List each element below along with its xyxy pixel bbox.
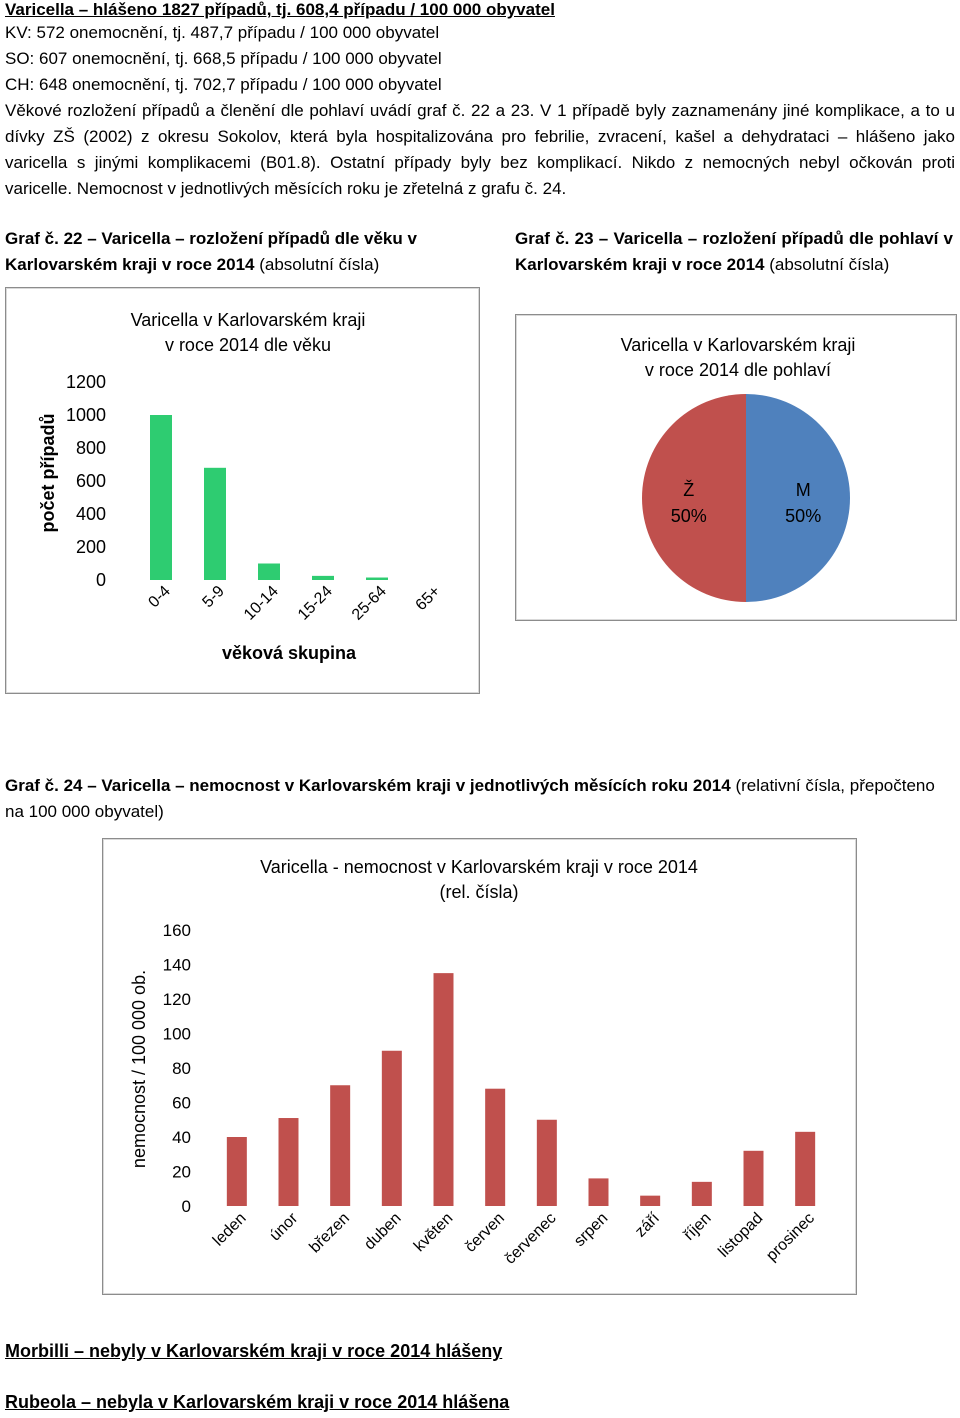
bar-15-24 <box>312 575 334 580</box>
gender-pie-chart: Varicella v Karlovarském kraji v roce 20… <box>621 335 856 602</box>
y-tick-label: 600 <box>76 471 106 491</box>
y-tick-label: 60 <box>172 1094 191 1113</box>
graf24-caption-rest: (relativní čísla, přepočteno na 100 000 … <box>5 776 935 821</box>
graf23-caption: Graf č. 23 – Varicella – rozložení přípa… <box>515 226 953 278</box>
x-category-label: říjen <box>681 1210 715 1244</box>
pie-slice-female <box>642 394 746 602</box>
bar-srpen <box>588 1178 609 1206</box>
pie-chart-title-line1: Varicella v Karlovarském kraji <box>621 335 856 355</box>
monthly-chart-frame: Varicella - nemocnost v Karlovarském kra… <box>102 838 857 1295</box>
bar-březen <box>330 1085 351 1206</box>
age-chart-ylabel: počet případů <box>38 413 58 532</box>
x-category-label: květen <box>411 1210 456 1255</box>
y-tick-label: 120 <box>163 990 191 1009</box>
pie-slice-male <box>746 394 850 602</box>
bar-červen <box>485 1088 506 1206</box>
age-chart-title-line1: Varicella v Karlovarském kraji <box>131 310 366 330</box>
section-heading-varicella: Varicella – hlášeno 1827 případů, tj. 60… <box>5 0 555 19</box>
y-tick-label: 200 <box>76 537 106 557</box>
bar-květen <box>433 973 454 1206</box>
age-chart-xlabel: věková skupina <box>222 643 357 663</box>
y-tick-label: 0 <box>182 1197 191 1216</box>
y-tick-label: 0 <box>96 570 106 590</box>
y-tick-label: 800 <box>76 438 106 458</box>
bar-září <box>640 1195 661 1206</box>
y-tick-label: 400 <box>76 504 106 524</box>
x-category-label: červen <box>462 1210 508 1256</box>
x-category-label: březen <box>306 1210 353 1257</box>
pie-slice-percent: 50% <box>785 506 821 526</box>
age-chart-frame: Varicella v Karlovarském kraji v roce 20… <box>5 287 480 694</box>
y-tick-label: 100 <box>163 1025 191 1044</box>
x-category-label: únor <box>267 1209 302 1244</box>
x-category-label: září <box>632 1209 663 1240</box>
y-tick-label: 80 <box>172 1059 191 1078</box>
description-paragraph: Věkové rozložení případů a členění dle p… <box>5 101 955 198</box>
pie-slice-label: Ž <box>683 480 694 500</box>
x-category-label: srpen <box>571 1210 611 1250</box>
y-tick-label: 20 <box>172 1163 191 1182</box>
district-kv-line: KV: 572 onemocnění, tj. 487,7 případu / … <box>5 23 440 42</box>
x-category-label: duben <box>361 1210 404 1253</box>
x-category-label: 5-9 <box>199 583 227 611</box>
gender-chart-frame: Varicella v Karlovarském kraji v roce 20… <box>515 314 957 621</box>
age-bar-chart: Varicella v Karlovarském kraji v roce 20… <box>38 310 444 663</box>
bar-listopad <box>743 1150 764 1206</box>
x-category-label: 15-24 <box>295 583 336 624</box>
bar-leden <box>226 1137 247 1206</box>
month-chart-title-line1: Varicella - nemocnost v Karlovarském kra… <box>260 857 698 877</box>
y-tick-label: 140 <box>163 956 191 975</box>
bar-5-9 <box>204 467 226 580</box>
pie-slice-percent: 50% <box>671 506 707 526</box>
bar-prosinec <box>795 1131 816 1206</box>
x-category-label: prosinec <box>763 1210 818 1265</box>
graf24-caption: Graf č. 24 – Varicella – nemocnost v Kar… <box>5 773 955 825</box>
bar-25-64 <box>366 577 388 580</box>
rubeola-heading: Rubeola – nebyla v Karlovarském kraji v … <box>5 1392 510 1412</box>
graf24-caption-bold: Graf č. 24 – Varicella – nemocnost v Kar… <box>5 776 731 795</box>
district-ch-line: CH: 648 onemocnění, tj. 702,7 případu / … <box>5 75 442 94</box>
x-category-label: červenec <box>502 1210 560 1268</box>
district-so-line: SO: 607 onemocnění, tj. 668,5 případu / … <box>5 49 442 68</box>
pie-slice-label: M <box>796 480 811 500</box>
x-category-label: 25-64 <box>349 583 390 624</box>
graf22-caption-rest: (absolutní čísla) <box>254 255 380 274</box>
y-tick-label: 1200 <box>66 372 106 392</box>
bar-duben <box>381 1050 402 1206</box>
graf23-caption-bold: Graf č. 23 – Varicella – rozložení přípa… <box>515 229 953 274</box>
graf22-caption-bold: Graf č. 22 – Varicella – rozložení přípa… <box>5 229 417 274</box>
month-chart-ylabel: nemocnost / 100 000 ob. <box>129 970 149 1168</box>
x-category-label: listopad <box>715 1210 766 1261</box>
pie-chart-title-line2: v roce 2014 dle pohlaví <box>645 360 831 380</box>
bar-0-4 <box>150 415 172 580</box>
age-chart-title-line2: v roce 2014 dle věku <box>165 335 331 355</box>
bar-únor <box>278 1118 299 1206</box>
x-category-label: 65+ <box>413 583 444 614</box>
x-category-label: 10-14 <box>241 583 282 624</box>
y-tick-label: 1000 <box>66 405 106 425</box>
x-category-label: 0-4 <box>145 583 173 611</box>
monthly-bar-chart: Varicella - nemocnost v Karlovarském kra… <box>129 857 818 1268</box>
morbilli-heading: Morbilli – nebyly v Karlovarském kraji v… <box>5 1341 503 1361</box>
y-tick-label: 160 <box>163 921 191 940</box>
month-chart-title-line2: (rel. čísla) <box>439 882 518 902</box>
graf22-caption: Graf č. 22 – Varicella – rozložení přípa… <box>5 226 441 278</box>
bar-říjen <box>691 1181 712 1206</box>
bar-červenec <box>536 1119 557 1206</box>
y-tick-label: 40 <box>172 1128 191 1147</box>
graf23-caption-rest: (absolutní čísla) <box>764 255 890 274</box>
x-category-label: leden <box>210 1210 250 1250</box>
bar-10-14 <box>258 563 280 580</box>
